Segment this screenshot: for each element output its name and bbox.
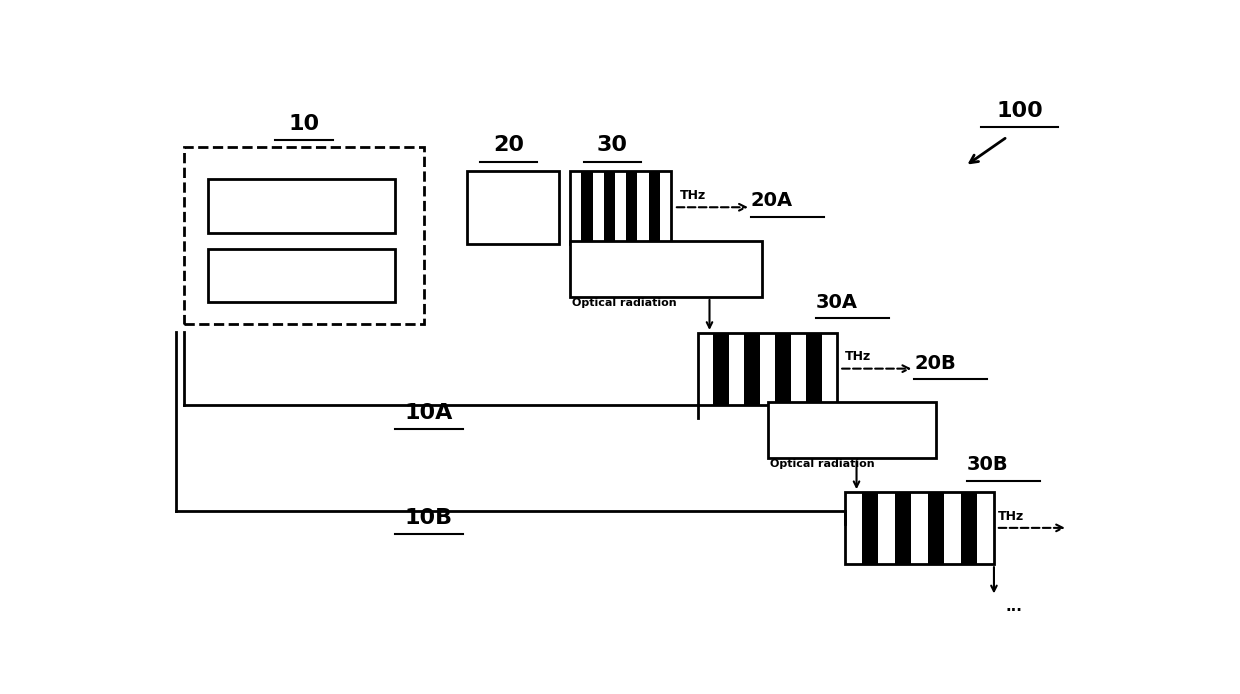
Text: 30B: 30B [967, 455, 1008, 475]
Bar [649, 171, 660, 244]
Bar [911, 492, 928, 564]
Text: 20A: 20A [751, 192, 792, 210]
Text: 100: 100 [997, 101, 1043, 121]
Bar [570, 241, 763, 297]
Bar [844, 492, 994, 564]
Bar [894, 492, 911, 564]
Bar [637, 171, 649, 244]
Bar [615, 171, 626, 244]
Bar [208, 249, 396, 303]
Text: 20: 20 [494, 135, 525, 155]
Text: 20B: 20B [914, 354, 956, 373]
Bar [806, 333, 822, 405]
Bar [698, 333, 837, 405]
Bar [928, 492, 945, 564]
Bar [768, 403, 936, 459]
Bar [582, 171, 593, 244]
Bar [604, 171, 615, 244]
Bar [626, 171, 637, 244]
Bar [775, 333, 791, 405]
Text: 10B: 10B [404, 508, 453, 528]
Bar [570, 171, 582, 244]
Bar [698, 333, 713, 405]
Bar [744, 333, 760, 405]
Bar [961, 492, 977, 564]
Text: THz: THz [844, 350, 872, 363]
Bar [570, 171, 671, 244]
Bar [945, 492, 961, 564]
Bar [208, 180, 396, 233]
Text: THz: THz [998, 509, 1024, 523]
Bar [570, 171, 671, 244]
Bar [698, 333, 837, 405]
Bar [844, 492, 862, 564]
Text: Optical radiation: Optical radiation [572, 298, 677, 308]
Bar [729, 333, 744, 405]
Text: ...: ... [1006, 599, 1022, 614]
Text: Optical radiation: Optical radiation [770, 459, 874, 469]
Text: 10: 10 [289, 114, 320, 134]
Bar [184, 147, 424, 323]
Bar [862, 492, 878, 564]
Text: 30A: 30A [816, 293, 858, 312]
Bar [844, 492, 994, 564]
Text: 10A: 10A [404, 403, 453, 423]
Text: THz: THz [680, 189, 706, 202]
Bar [713, 333, 729, 405]
Bar [878, 492, 894, 564]
Bar [760, 333, 775, 405]
Bar [822, 333, 837, 405]
Bar [791, 333, 806, 405]
Bar [467, 171, 558, 244]
Bar [593, 171, 604, 244]
Text: 30: 30 [596, 135, 627, 155]
Bar [977, 492, 994, 564]
Bar [660, 171, 671, 244]
